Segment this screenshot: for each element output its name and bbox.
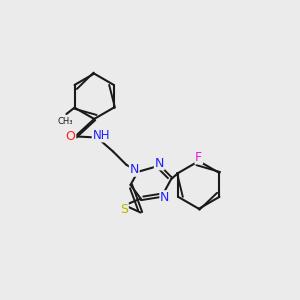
Text: N: N	[130, 163, 139, 176]
Text: CH₃: CH₃	[57, 117, 73, 126]
Text: NH: NH	[92, 129, 110, 142]
Text: F: F	[195, 151, 203, 164]
Text: S: S	[120, 203, 128, 216]
Text: N: N	[160, 191, 170, 204]
Text: N: N	[154, 157, 164, 169]
Text: O: O	[66, 130, 76, 143]
